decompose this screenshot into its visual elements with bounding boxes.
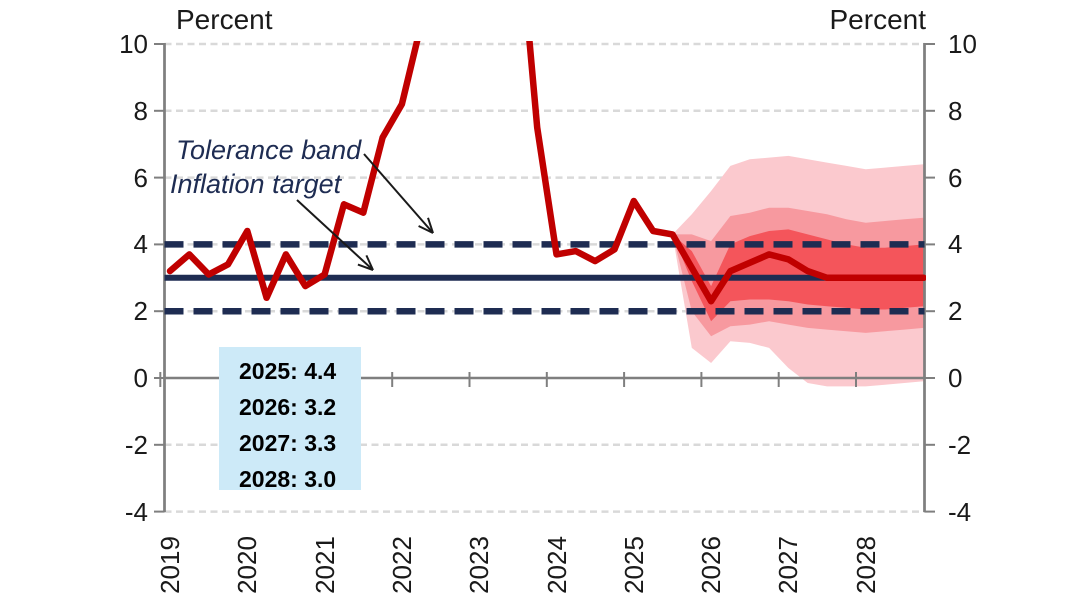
left-axis-title: Percent <box>176 4 273 35</box>
forecast-callout-box: 2025: 4.4 2026: 3.2 2027: 3.3 2028: 3.0 <box>219 347 361 492</box>
y-tick-right-neg4: -4 <box>948 497 972 527</box>
y-tick-left-10: 10 <box>119 29 148 59</box>
y-tick-left-2: 2 <box>133 296 148 326</box>
x-tick-2023: 2023 <box>464 536 494 594</box>
x-tick-2022: 2022 <box>387 536 417 594</box>
y-tick-left-0: 0 <box>133 363 148 393</box>
x-tick-2019: 2019 <box>155 536 185 594</box>
x-tick-2028: 2028 <box>851 536 881 594</box>
y-tick-right-6: 6 <box>948 163 963 193</box>
y-tick-right-0: 0 <box>948 363 963 393</box>
x-tick-2027: 2027 <box>773 536 803 594</box>
y-tick-right-8: 8 <box>948 96 963 126</box>
forecast-2026: 2026: 3.2 <box>239 394 337 420</box>
x-tick-2020: 2020 <box>232 536 262 594</box>
y-tick-left-4: 4 <box>133 229 148 259</box>
y-tick-right-10: 10 <box>948 29 977 59</box>
y-tick-left-neg2: -2 <box>124 430 148 460</box>
tolerance-band-label: Tolerance band <box>176 135 362 165</box>
y-tick-right-neg2: -2 <box>948 430 972 460</box>
y-tick-left-8: 8 <box>133 96 148 126</box>
x-tick-2024: 2024 <box>542 536 572 594</box>
inflation-target-label: Inflation target <box>170 169 342 199</box>
y-tick-right-4: 4 <box>948 229 963 259</box>
right-axis-title: Percent <box>829 4 927 35</box>
forecast-2027: 2027: 3.3 <box>239 430 337 456</box>
forecast-2025: 2025: 4.4 <box>239 358 337 384</box>
x-tick-2025: 2025 <box>619 536 649 594</box>
forecast-2028: 2028: 3.0 <box>239 466 337 492</box>
x-tick-2021: 2021 <box>310 536 340 594</box>
y-tick-right-2: 2 <box>948 296 963 326</box>
y-tick-left-neg4: -4 <box>124 497 148 527</box>
y-tick-left-6: 6 <box>133 163 148 193</box>
x-tick-2026: 2026 <box>696 536 726 594</box>
